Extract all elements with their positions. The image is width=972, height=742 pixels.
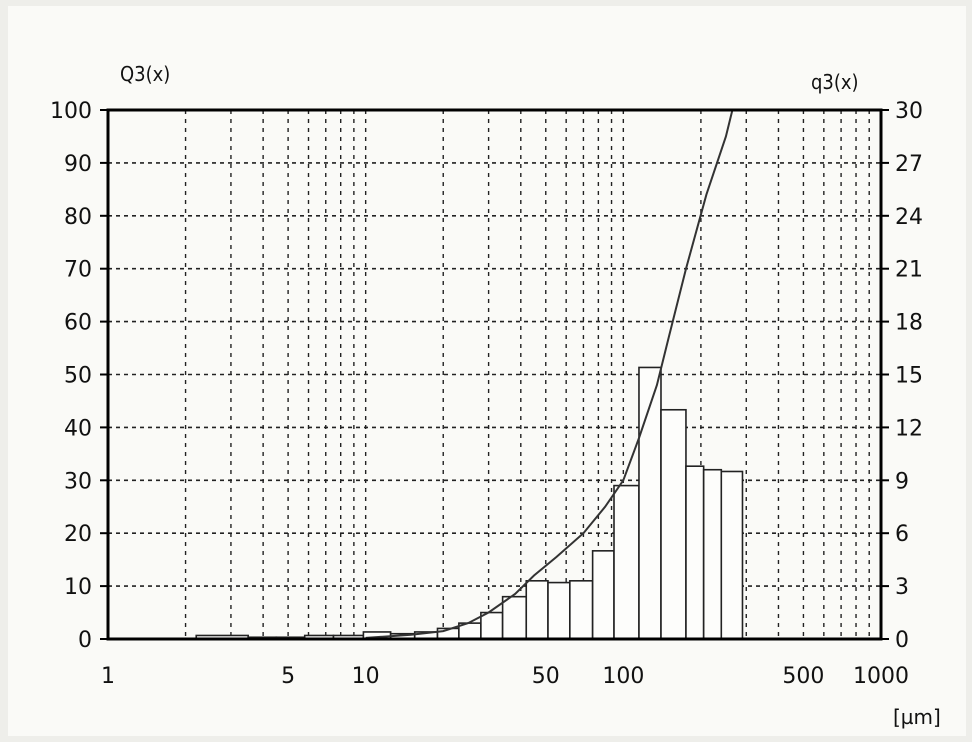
left-axis-label: Q3(x) <box>120 62 170 86</box>
x-unit-label: [µm] <box>893 705 941 729</box>
histogram-bar <box>613 484 640 640</box>
right-tick-label: 12 <box>895 416 923 441</box>
chart-paper: 0 10 20 30 40 50 60 70 80 90 100 0 3 6 9 12 15 18 21 24 27 3… <box>8 6 966 736</box>
left-tick-label: 10 <box>64 575 92 600</box>
x-tick-label: 10 <box>352 664 380 689</box>
left-axis-ticks: 0 10 20 30 40 50 60 70 80 90 100 <box>50 99 108 653</box>
x-tick-label: 500 <box>782 664 824 689</box>
cumulative-curve <box>365 109 734 639</box>
left-tick-label: 60 <box>64 311 92 336</box>
x-tick-label: 1 <box>101 664 115 689</box>
histogram-bar <box>480 611 504 640</box>
left-tick-label: 20 <box>64 522 92 547</box>
histogram-bars <box>195 366 744 640</box>
left-tick-label: 90 <box>64 152 92 177</box>
right-tick-label: 21 <box>895 258 923 283</box>
histogram-bar <box>591 550 615 640</box>
right-axis-label: q3(x) <box>811 70 859 94</box>
histogram-bar <box>501 595 528 640</box>
histogram-bar <box>569 580 594 640</box>
histogram-bar <box>685 465 705 640</box>
grid-lines <box>108 110 881 639</box>
right-tick-label: 6 <box>895 522 909 547</box>
histogram-bar <box>702 468 723 640</box>
right-tick-label: 24 <box>895 205 923 230</box>
x-axis-ticks: 1 5 10 50 100 500 1000 <box>101 664 909 689</box>
left-tick-label: 70 <box>64 258 92 283</box>
histogram-bar <box>547 581 571 640</box>
right-tick-label: 3 <box>895 575 909 600</box>
left-tick-label: 40 <box>64 416 92 441</box>
x-tick-label: 1000 <box>853 664 909 689</box>
right-tick-label: 9 <box>895 469 909 494</box>
x-tick-label: 50 <box>532 664 560 689</box>
x-tick-label: 100 <box>602 664 644 689</box>
left-tick-label: 80 <box>64 205 92 230</box>
histogram-bar <box>660 408 687 640</box>
right-tick-label: 0 <box>895 628 909 653</box>
x-tick-label: 5 <box>281 664 295 689</box>
left-tick-label: 30 <box>64 469 92 494</box>
right-tick-label: 15 <box>895 364 923 389</box>
right-tick-label: 18 <box>895 311 923 336</box>
left-tick-label: 50 <box>64 364 92 389</box>
left-tick-label: 0 <box>78 628 92 653</box>
right-tick-label: 27 <box>895 152 923 177</box>
right-axis-ticks: 0 3 6 9 12 15 18 21 24 27 30 <box>881 99 923 653</box>
left-tick-label: 100 <box>50 99 92 124</box>
histogram-bar <box>525 580 549 640</box>
right-tick-label: 30 <box>895 99 923 124</box>
histogram-bar <box>720 470 744 640</box>
